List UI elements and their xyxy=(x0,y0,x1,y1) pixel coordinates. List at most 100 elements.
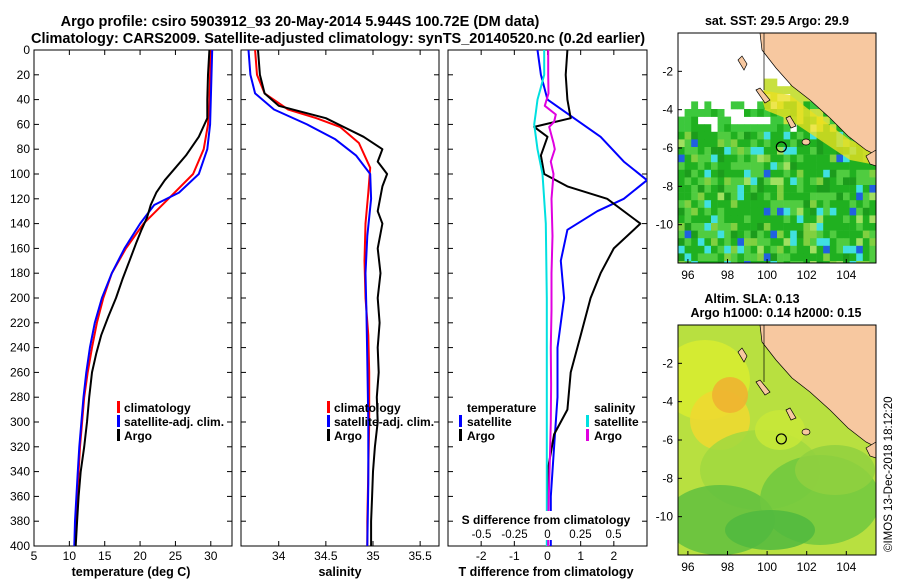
sst-map-cell xyxy=(783,207,791,216)
sst-map-cell xyxy=(810,238,817,247)
sst-map-cell xyxy=(750,109,758,117)
sst-map-cell xyxy=(810,207,817,216)
sst-map-cell xyxy=(724,116,732,125)
salinity-xlabel: salinity xyxy=(318,565,361,579)
sst-map-cell xyxy=(750,200,758,209)
sst-map-cell xyxy=(724,154,732,163)
y-tick-label: -10 xyxy=(656,510,674,524)
sst-map-cell xyxy=(678,139,685,148)
sst-map-cell xyxy=(796,139,804,148)
sst-map-cell xyxy=(737,215,745,224)
sst-map-cell xyxy=(737,124,745,133)
sst-map-cell xyxy=(744,192,751,201)
sst-map-cell xyxy=(777,238,784,247)
sst-map-cell xyxy=(730,207,738,216)
sst-map-cell xyxy=(678,192,685,201)
sst-map-cell xyxy=(843,177,850,186)
sst-map-cell xyxy=(843,162,850,171)
sst-map-cell xyxy=(829,185,837,193)
sst-map-cell xyxy=(697,253,705,262)
sst-map-cell xyxy=(717,154,725,163)
sst-map-cell xyxy=(869,177,876,186)
sst-map-cell xyxy=(810,215,817,224)
sst-map-cell xyxy=(678,162,685,171)
temperature-xlabel: temperature (deg C) xyxy=(72,565,191,579)
sst-map-cell xyxy=(711,169,718,178)
sst-map-cell xyxy=(856,261,864,263)
sst-map-cell xyxy=(684,139,692,148)
sst-map-cell xyxy=(843,238,850,247)
sst-map-cell xyxy=(810,169,817,178)
sst-map-cell xyxy=(678,177,685,186)
sst-map-cell xyxy=(678,238,685,247)
sst-map-cell xyxy=(810,245,817,254)
x-tick-label: 35 xyxy=(366,549,380,563)
x-tick-label: 0 xyxy=(544,549,551,563)
sst-map-cell xyxy=(711,139,718,148)
sst-map-cell xyxy=(856,215,864,224)
sst-map-cell xyxy=(678,124,685,133)
sst-map-cell xyxy=(810,230,817,239)
sst-map-cell xyxy=(691,169,699,178)
sst-map-cell xyxy=(856,253,864,262)
sumatra-land xyxy=(759,325,876,448)
sst-map-cell xyxy=(691,223,699,231)
sst-map-cell xyxy=(691,261,699,263)
sst-map-cell xyxy=(823,185,831,193)
sst-map-cell xyxy=(744,162,751,171)
sst-map-cell xyxy=(770,192,778,201)
x-tick-label: 96 xyxy=(681,268,695,282)
x-tick-label: 104 xyxy=(836,268,856,282)
sst-map-cell xyxy=(717,169,725,178)
sst-map-cell xyxy=(697,192,705,201)
sst-map-cell xyxy=(790,147,798,155)
sst-map-cell xyxy=(678,230,685,239)
y-tick-label: 160 xyxy=(10,241,30,255)
sst-map-cell xyxy=(757,207,765,216)
sst-map-cell xyxy=(737,245,745,254)
sst-map-cell xyxy=(711,253,718,262)
sst-map-cell xyxy=(803,192,811,201)
sst-map-cell xyxy=(777,245,784,254)
sst-warm-band xyxy=(760,90,876,165)
sst-map-cell xyxy=(777,207,784,216)
sst-map-cell xyxy=(816,223,824,231)
sst-map-cell xyxy=(730,131,738,140)
legend-label-satellite-adj: satellite-adj. clim. xyxy=(334,415,434,429)
sst-map-cell xyxy=(697,215,705,224)
sst-map-cell xyxy=(704,223,712,231)
sst-map-cell xyxy=(770,147,778,155)
sst-map-cell xyxy=(856,230,864,239)
sst-map-cell xyxy=(697,207,705,216)
sst-map-cell xyxy=(777,192,784,201)
sst-map-cell xyxy=(697,124,705,133)
legend-title-salinity: salinity xyxy=(594,401,636,415)
sst-map-cell xyxy=(770,177,778,186)
sst-map-cell xyxy=(697,162,705,171)
sst-map-cell xyxy=(737,177,745,186)
sst-map-cell xyxy=(777,215,784,224)
sst-map-cell xyxy=(711,215,718,224)
sst-map-cell xyxy=(717,245,725,254)
sst-map-cell xyxy=(790,185,798,193)
sst-map-cell xyxy=(849,245,857,254)
sst-map-cell xyxy=(737,253,745,262)
sst-map-cell xyxy=(783,185,791,193)
sst-map-cell xyxy=(803,162,811,171)
y-tick-label: 360 xyxy=(10,489,30,503)
sst-map-cell xyxy=(856,162,864,171)
sst-map-cell xyxy=(691,215,699,224)
sla-map-blob xyxy=(755,410,805,450)
sst-map-cell xyxy=(823,253,831,262)
sst-map-cell xyxy=(684,177,692,186)
legend-swatch-satellite-adj xyxy=(327,415,330,427)
sst-map-cell xyxy=(823,223,831,231)
y-tick-label: -6 xyxy=(662,433,673,447)
sst-map-cell xyxy=(796,223,804,231)
sst-map-cell xyxy=(750,253,758,262)
sst-map-cell xyxy=(790,86,798,95)
y-tick-label: 80 xyxy=(17,142,31,156)
sst-map-cell xyxy=(757,200,765,209)
sst-map-cell xyxy=(691,192,699,201)
sst-map-cell xyxy=(763,177,771,186)
